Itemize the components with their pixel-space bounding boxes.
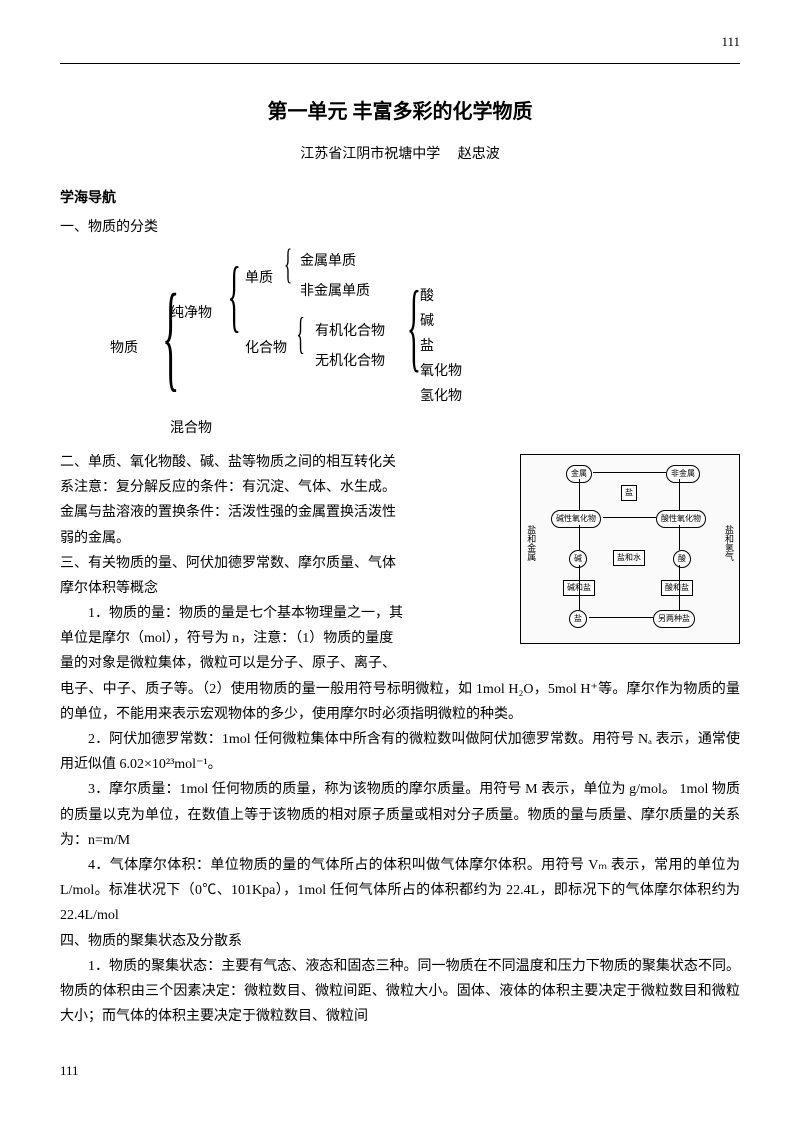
tree-nonmetal: 非金属单质 (300, 279, 370, 304)
top-rule (60, 63, 740, 64)
subtitle: 江苏省江阴市祝塘中学 赵忠波 (60, 142, 740, 167)
diagram-label-saltwater: 盐和水 (613, 550, 645, 566)
tree-acid: 酸 (420, 284, 434, 309)
nav-heading: 学海导航 (60, 186, 740, 211)
page-title: 第一单元 丰富多彩的化学物质 (60, 94, 740, 130)
diagram-node-basic-oxide: 碱性氧化物 (551, 510, 601, 528)
para4: 4．气体摩尔体积：单位物质的量的气体所占的体积叫做气体摩尔体积。用符号 Vₘ 表… (60, 853, 740, 929)
diagram-node-salt: 盐 (569, 610, 587, 628)
diagram-node-othersalt: 另两种盐 (653, 610, 695, 628)
diagram-node-base: 碱 (569, 550, 587, 568)
tree-root: 物质 (110, 336, 138, 361)
diagram-node-acid-oxide: 酸性氧化物 (656, 510, 706, 528)
tree-organic: 有机化合物 (315, 319, 385, 344)
tree-simple: 单质 (245, 266, 273, 291)
tree-inorganic: 无机化合物 (315, 349, 385, 374)
tree-base: 碱 (420, 309, 434, 334)
tree-mix: 混合物 (170, 416, 212, 441)
para5: 1．物质的聚集状态：主要有气态、液态和固态三种。同一物质在不同温度和压力下物质的… (60, 954, 740, 1030)
para1-rest: 电子、中子、质子等。（2）使用物质的量一般用符号标明微粒，如 1mol H₂O，… (60, 677, 740, 727)
transformation-diagram: 金属 非金属 盐 碱性氧化物 酸性氧化物 盐和水 碱 酸 碱和盐 酸和盐 盐 另… (520, 454, 740, 644)
classification-tree: 物质 { 纯净物 混合物 { 单质 化合物 { 金属单质 非金属单质 { 有机化… (60, 246, 740, 446)
para2: 2．阿伏加德罗常数：1mol 任何微粒集体中所含有的微粒数叫做阿伏加德罗常数。用… (60, 727, 740, 777)
diagram-label-acidsalt: 酸和盐 (661, 580, 693, 596)
diagram-left-label: 盐和金属 (523, 525, 539, 561)
page-number-top: 111 (60, 30, 740, 53)
tree-compound: 化合物 (245, 336, 287, 361)
diagram-node-acid: 酸 (673, 550, 691, 568)
diagram-node-nonmetal: 非金属 (666, 465, 700, 483)
tree-pure: 纯净物 (170, 301, 212, 326)
diagram-label-salt1: 盐 (621, 485, 637, 501)
sec4-heading: 四、物质的聚集状态及分散系 (60, 929, 740, 954)
tree-oxide: 氧化物 (420, 359, 462, 384)
para1-line3: 量的对象是微粒集体，微粒可以是分子、原子、离子、 (60, 651, 740, 676)
author-name: 赵忠波 (458, 147, 500, 162)
school-name: 江苏省江阴市祝塘中学 (300, 147, 440, 162)
page-number-bottom: 111 (60, 1059, 740, 1082)
sec1-heading: 一、物质的分类 (60, 215, 740, 240)
tree-metal: 金属单质 (300, 249, 356, 274)
tree-hydride: 氢化物 (420, 384, 462, 409)
para3: 3．摩尔质量：1mol 任何物质的质量，称为该物质的摩尔质量。用符号 M 表示，… (60, 777, 740, 853)
diagram-right-label: 盐和氢气 (721, 525, 737, 561)
tree-salt: 盐 (420, 334, 434, 359)
